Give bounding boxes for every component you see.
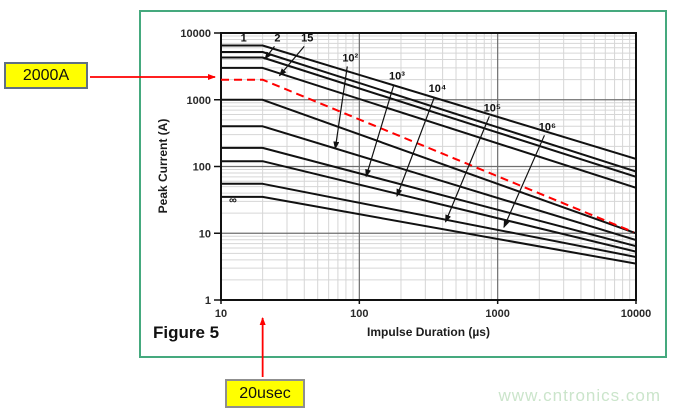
curve-label-10⁴: 10⁴ <box>429 83 447 95</box>
figure-caption: Figure 5 <box>153 323 220 342</box>
x-tick-label: 1000 <box>485 308 509 320</box>
curve-1 <box>221 44 637 160</box>
x-tick-label: 10 <box>215 308 227 320</box>
watermark-text: www.cntronics.com <box>498 386 661 405</box>
curve-label-10⁵: 10⁵ <box>484 102 501 114</box>
curve-10⁵ <box>221 160 637 253</box>
x-tick-label: 10000 <box>621 308 652 320</box>
annotation-arrows <box>90 74 266 377</box>
curve-10² <box>221 98 637 235</box>
y-tick-label: 1 <box>205 295 211 307</box>
y-axis-title: Peak Current (A) <box>156 118 170 214</box>
curve-10³ <box>221 125 637 242</box>
curve-label-leader-10⁶ <box>503 135 545 229</box>
callout-2000a-box: 2000A <box>4 62 88 89</box>
curve-10⁴ <box>221 146 637 248</box>
curve-2 <box>221 51 637 173</box>
curve-15 <box>221 66 637 189</box>
curve-label-leader-10⁴ <box>396 96 436 198</box>
callout-2000a-text: 2000A <box>22 66 70 84</box>
curve-label-leader-10³ <box>365 84 395 178</box>
curve-label-10⁶: 10⁶ <box>539 121 556 133</box>
curve-∞ <box>221 195 637 265</box>
x-tick-label: 100 <box>350 308 368 320</box>
y-tick-label: 10 <box>199 228 211 240</box>
curve-label-15: 15 <box>301 32 313 44</box>
y-tick-label: 10000 <box>180 28 211 40</box>
tick-labels: 10 100 1000 10000 1 10 100 1000 10000 <box>180 28 651 320</box>
curve-label-1: 1 <box>241 32 247 44</box>
reference-dashed-line <box>221 78 634 234</box>
curve-label-leader-10² <box>333 66 348 150</box>
curves <box>221 44 637 265</box>
curve-label-leader-2 <box>264 46 275 60</box>
y-tick-label: 1000 <box>187 95 211 107</box>
curve-label-10³: 10³ <box>389 71 405 83</box>
curve-labels: 1 2 15 10² 10³ 10⁴ 10⁵ 10⁶ ∞ <box>229 32 556 229</box>
curve-10⁶ <box>221 182 637 258</box>
curve-label-leader-10⁵ <box>444 116 490 223</box>
curve-label-∞: ∞ <box>229 195 237 207</box>
curve-label-10²: 10² <box>342 52 358 64</box>
callout-20usec-box: 20usec <box>225 379 305 408</box>
callout-20usec-text: 20usec <box>239 384 291 402</box>
x-axis-title: Impulse Duration (µs) <box>367 325 490 339</box>
y-tick-label: 100 <box>193 162 211 174</box>
curve-label-leader-15 <box>278 45 305 77</box>
curve-unlabeled-2 <box>221 56 637 178</box>
curve-label-2: 2 <box>274 32 280 44</box>
